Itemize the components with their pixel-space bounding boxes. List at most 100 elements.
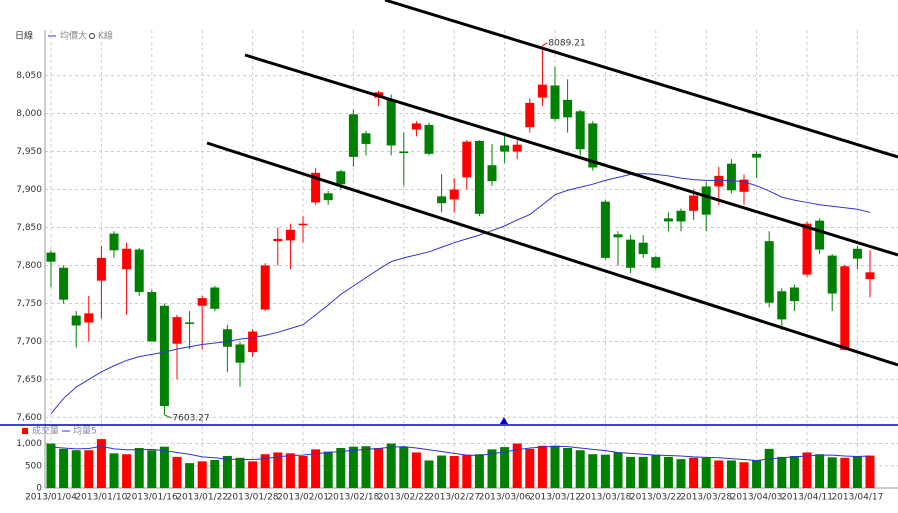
volume-bar [840,457,850,488]
candle-body [638,242,648,255]
y-tick-label: 7,750 [16,299,42,309]
legend-label: 均價大 [60,30,87,42]
candle-body [764,241,774,303]
volume-bar [134,448,144,488]
candle-body [865,272,875,280]
candle-body [575,111,585,150]
candle-body [298,223,308,226]
volume-bar [361,446,371,488]
volume-bar [739,462,749,488]
trend-line [384,0,898,159]
volume-bar [663,456,673,488]
candle-body [361,133,371,144]
x-tick-label: 2013/03/18 [579,493,631,503]
x-tick-label: 2013/02/01 [277,493,329,503]
volume-bar [563,448,573,488]
volume-bar [437,455,447,488]
volume-bar [764,448,774,488]
candle-body [827,255,837,294]
volume-bar [777,456,787,488]
volume-bar [336,448,346,488]
candle-body [563,99,573,118]
x-tick-label: 2013/04/17 [831,493,883,503]
candle-body [348,114,358,157]
x-tick-label: 2013/04/03 [731,493,783,503]
volume-bar [260,454,270,488]
candle-body [789,287,799,302]
candle-body [462,141,472,178]
volume-bar [865,455,875,488]
volume-bar [222,456,232,488]
volume-bar [752,460,762,488]
candle-body [689,195,699,211]
x-tick-label: 2013/01/10 [75,493,127,503]
x-tick-label: 2013/01/16 [126,493,178,503]
volume-bar [96,439,106,488]
candle-body [134,249,144,293]
x-tick-label: 2013/02/22 [378,493,430,503]
volume-bar [311,449,321,488]
x-tick-label: 2013/01/28 [227,493,279,503]
volume-bar [248,461,258,488]
candle-body [726,163,736,191]
volume-bar [512,443,522,488]
volume-bar [348,446,358,488]
volume-bar [374,448,384,488]
candle-body [815,220,825,250]
volume-bar [537,445,547,488]
volume-bar [726,460,736,488]
volume-bar [701,457,711,488]
candle-body [487,165,497,182]
x-tick-label: 2013/01/22 [176,493,228,503]
candle-body [336,171,346,185]
candle-body [840,266,850,350]
candle-body [147,292,157,342]
legend-label: 成交量 [32,425,59,437]
volume-bar [323,451,333,488]
volume-bar [689,457,699,488]
volume-bar [109,453,119,488]
candle-body [172,317,182,344]
candle-body [588,123,598,168]
candle-body [46,252,56,262]
volume-bar [550,445,560,488]
volume-bar [638,456,648,488]
volume-bar [500,447,510,488]
legend-swatch [22,428,28,434]
volume-bar [59,448,69,488]
volume-bar [487,449,497,488]
volume-bar [210,460,220,488]
x-tick-label: 2013/04/11 [781,493,833,503]
candle-body [500,145,510,152]
volume-bar [298,456,308,488]
volume-bar [525,448,535,488]
volume-bar [714,460,724,488]
volume-bar [676,459,686,488]
trend-line [244,53,898,257]
volume-bar [474,454,484,488]
volume-bar [626,456,636,488]
x-tick-label: 2013/03/06 [479,493,531,503]
y-tick-label: 0 [36,484,42,494]
volume-bar [172,456,182,488]
candle-body [701,186,711,215]
candle-body [185,322,195,324]
volume-bar [449,456,459,488]
volume-bar [185,463,195,488]
x-tick-label: 2013/03/22 [630,493,682,503]
volume-bar [235,457,245,488]
annotation-leader [542,42,548,47]
x-tick-label: 2013/03/28 [680,493,732,503]
volume-bar [147,450,157,488]
candle-body [852,248,862,259]
y-tick-label: 7,800 [16,261,42,271]
candle-body [651,257,661,268]
trend-line [206,141,898,367]
volume-bar [273,452,283,488]
annotation: 7603.27 [172,413,209,423]
legend-label: K線 [98,30,113,42]
volume-bar [613,452,623,488]
candle-body [676,210,686,222]
candle-body [437,196,447,204]
